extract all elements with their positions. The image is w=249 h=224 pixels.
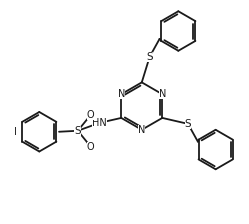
Text: N: N xyxy=(159,89,166,99)
Text: O: O xyxy=(87,110,94,120)
Text: O: O xyxy=(87,142,94,152)
Text: S: S xyxy=(74,126,81,136)
Text: HN: HN xyxy=(92,118,107,128)
Text: S: S xyxy=(146,52,153,62)
Text: I: I xyxy=(14,127,17,137)
Text: N: N xyxy=(138,125,145,135)
Text: S: S xyxy=(185,119,191,129)
Text: N: N xyxy=(118,89,125,99)
